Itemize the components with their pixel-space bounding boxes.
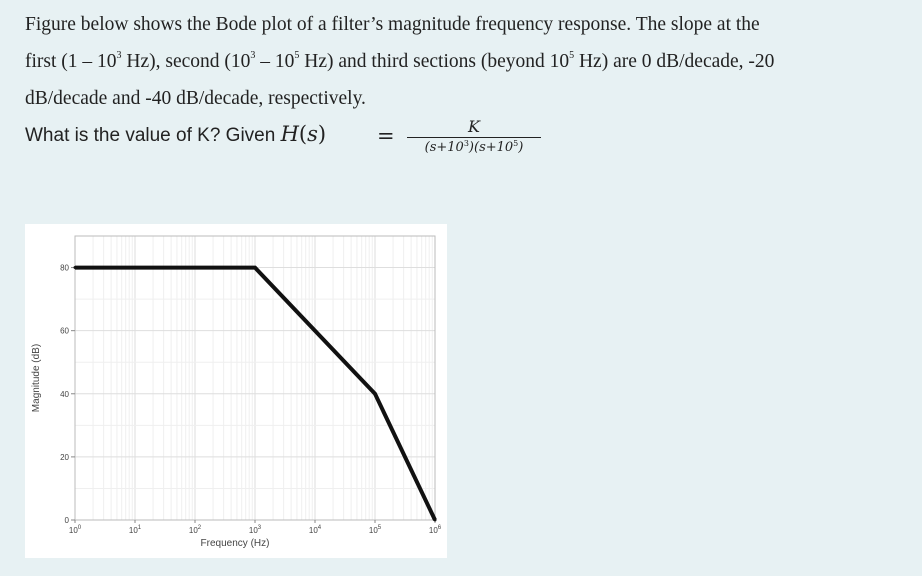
question-line-2: first (1 – 103 Hz), second (103 – 105 Hz… bbox=[25, 50, 775, 73]
y-tick-label: 60 bbox=[60, 327, 69, 336]
response-breakpoint bbox=[73, 266, 77, 270]
y-tick-label: 20 bbox=[60, 453, 69, 462]
transfer-function-name: H bbox=[280, 122, 299, 146]
bode-plot-svg: 0 20 40 60 80 100 101 102 103 104 105 106 Frequency… bbox=[31, 235, 442, 549]
x-tick-label: 105 bbox=[369, 525, 382, 535]
question-line-3: dB/decade and -40 dB/decade, respectivel… bbox=[25, 88, 366, 109]
response-breakpoint bbox=[253, 266, 257, 270]
y-axis-label: Magnitude (dB) bbox=[31, 344, 42, 412]
x-tick-label: 102 bbox=[189, 525, 202, 535]
response-breakpoint bbox=[373, 392, 377, 396]
y-tick-label: 0 bbox=[65, 516, 70, 525]
y-tick-label: 80 bbox=[60, 264, 69, 273]
x-tick-label: 104 bbox=[309, 525, 322, 535]
response-breakpoint bbox=[433, 518, 437, 522]
fraction-denominator: (s+103)(s+105) bbox=[424, 139, 524, 156]
question-text: Figure below shows the Bode plot of a fi… bbox=[25, 6, 905, 117]
equals-sign: = bbox=[377, 124, 395, 148]
bode-plot-figure: 0 20 40 60 80 100 101 102 103 104 105 106 Frequency… bbox=[25, 224, 447, 558]
fraction-numerator: K bbox=[468, 117, 480, 136]
x-tick-label: 100 bbox=[69, 525, 82, 535]
fraction-bar bbox=[407, 137, 541, 138]
transfer-function-var: s bbox=[307, 122, 318, 146]
y-tick-label: 40 bbox=[60, 390, 69, 399]
magnitude-response-line bbox=[75, 265, 437, 521]
x-tick-label: 103 bbox=[249, 525, 262, 535]
transfer-function-fraction: K (s+103)(s+105) bbox=[407, 118, 541, 156]
question-prompt: What is the value of K? Given H(s) bbox=[25, 122, 327, 146]
x-axis-label: Frequency (Hz) bbox=[201, 538, 270, 549]
question-line-1: Figure below shows the Bode plot of a fi… bbox=[25, 14, 760, 35]
x-tick-label: 106 bbox=[429, 525, 442, 535]
x-tick-label: 101 bbox=[129, 525, 142, 535]
